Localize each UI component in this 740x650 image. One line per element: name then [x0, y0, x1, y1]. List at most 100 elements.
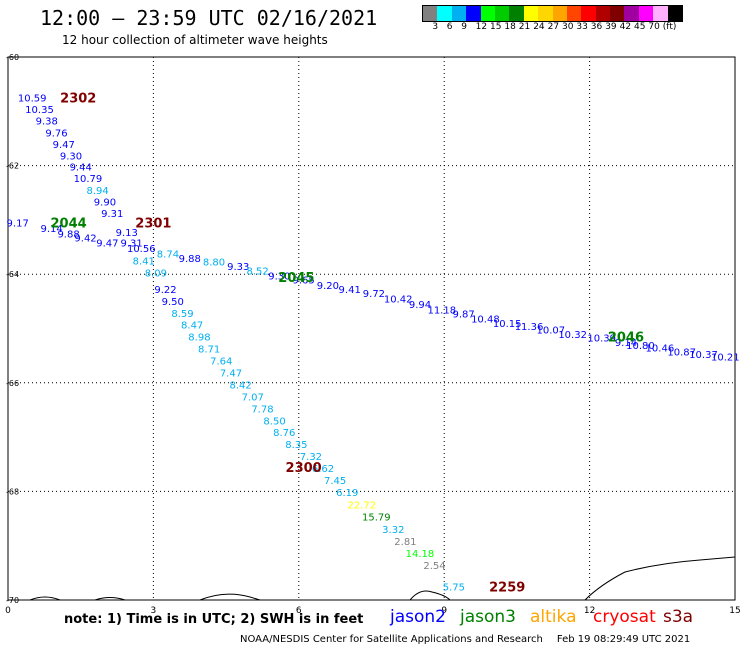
color-scale-label: 3: [432, 22, 439, 32]
y-tick-label: -68: [6, 487, 19, 496]
wave-height-label: 10.48: [471, 315, 500, 326]
map-title: 12:00 – 23:59 UTC 02/16/2021: [40, 6, 378, 30]
wave-height-label: 8.35: [285, 440, 307, 451]
wave-height-label: 8.41: [133, 257, 155, 268]
color-swatch: [423, 6, 438, 21]
color-scale-label: 18: [504, 22, 516, 32]
map-subtitle: 12 hour collection of altimeter wave hei…: [62, 33, 328, 47]
wave-height-label: 7.07: [242, 392, 264, 403]
wave-height-label: 11.36: [515, 322, 544, 333]
wave-height-label: 9.65: [293, 276, 315, 287]
footer-note: note: 1) Time is in UTC; 2) SWH is in fe…: [64, 612, 364, 627]
wave-height-label: 8.52: [246, 266, 268, 277]
color-scale-label: 21: [518, 22, 531, 32]
wave-height-label: 9.44: [70, 163, 92, 174]
wave-height-label: 2.81: [394, 537, 416, 548]
pass-id-label: 2045: [278, 271, 314, 286]
wave-height-label: 9.87: [452, 309, 474, 320]
color-scale-label: 30: [562, 22, 574, 32]
pass-id-label: 2046: [608, 331, 644, 346]
color-swatch: [667, 6, 683, 21]
legend-jason2: jason2: [390, 607, 446, 627]
wave-height-label: 9.72: [363, 289, 385, 300]
wave-height-label: 9.88: [179, 254, 201, 265]
color-scale-label: 15: [490, 22, 502, 32]
color-swatch: [451, 6, 467, 21]
color-swatch: [480, 6, 495, 21]
x-tick-label: 12: [584, 606, 595, 616]
wave-height-label: 9.47: [53, 140, 75, 151]
wave-height-label: 6.19: [336, 488, 358, 499]
wave-height-label: 22.72: [347, 500, 376, 511]
color-scale-label: 27: [547, 22, 560, 32]
pass-id-label: 2302: [60, 92, 96, 107]
wave-height-label: 9.38: [36, 117, 58, 128]
wave-height-label: 8.76: [273, 428, 295, 439]
wave-height-label: 8.98: [188, 333, 210, 344]
wave-height-label: 8.47: [181, 321, 203, 332]
color-swatch: [566, 6, 582, 21]
wave-height-label: 7.45: [324, 476, 346, 487]
wave-height-label: 9.17: [7, 219, 29, 230]
wave-height-label: 9.90: [94, 197, 116, 208]
color-swatch: [610, 6, 625, 21]
wave-height-label: 8.50: [263, 416, 285, 427]
y-tick-label: -66: [6, 379, 19, 388]
color-scale-bar: [422, 5, 684, 22]
color-scale-label: 39: [605, 22, 617, 32]
x-tick-label: 0: [5, 606, 11, 616]
wave-height-label: 10.59: [18, 94, 47, 105]
wave-height-label: 10.80: [626, 341, 655, 352]
wave-height-label: 10.15: [493, 319, 522, 330]
generated-timestamp: Feb 19 08:29:49 UTC 2021: [556, 634, 691, 645]
wave-height-label: 7.78: [251, 404, 273, 415]
color-scale-label: 24: [533, 22, 545, 32]
wave-height-label: 9.76: [45, 128, 67, 139]
wave-height-label: 10.21: [711, 353, 740, 364]
wave-height-label: 10.46: [646, 344, 675, 355]
x-tick-label: 6: [296, 606, 302, 616]
y-tick-label: -62: [6, 162, 19, 171]
color-scale-label: 42: [619, 22, 632, 32]
color-swatch: [494, 6, 510, 21]
color-swatch: [538, 6, 553, 21]
wave-height-label: 9.14: [615, 338, 637, 349]
legend-s3a: s3a: [663, 607, 694, 627]
wave-height-label: 9.22: [154, 285, 176, 296]
x-tick-label: 9: [441, 606, 447, 616]
credit-line: NOAA/NESDIS Center for Satellite Applica…: [240, 634, 690, 645]
wave-height-label: 10.87: [667, 347, 696, 358]
y-tick-label: -64: [6, 270, 19, 279]
color-swatch: [509, 6, 524, 21]
wave-height-label: 7.32: [300, 452, 322, 463]
color-swatch: [624, 6, 639, 21]
wave-height-label: 10.07: [537, 326, 566, 337]
wave-height-label: 9.47: [96, 239, 118, 250]
wave-height-label: 8.09: [145, 269, 167, 280]
wave-height-label: 10.79: [74, 174, 103, 185]
wave-height-label: 9.13: [116, 228, 138, 239]
wave-height-label: 8.42: [230, 380, 252, 391]
wave-height-label: 9.14: [40, 224, 62, 235]
wave-height-label: 9.20: [317, 281, 339, 292]
color-scale-label: 6: [446, 22, 453, 32]
pass-id-label: 2044: [50, 217, 86, 232]
color-swatch: [523, 6, 539, 21]
pass-id-label: 2259: [489, 580, 525, 595]
wave-height-label: 8.74: [157, 250, 179, 261]
wave-height-label: 9.30: [268, 271, 290, 282]
wave-height-label: 10.32: [558, 330, 587, 341]
wave-height-label: 8.94: [87, 186, 109, 197]
wave-height-label: 8.71: [198, 345, 220, 356]
wave-height-label: 9.88: [57, 229, 79, 240]
legend-cryosat: cryosat: [593, 607, 656, 627]
wave-height-label: 7.47: [220, 368, 242, 379]
x-tick-label: 15: [729, 606, 740, 616]
wave-height-label: 9.30: [60, 151, 82, 162]
wave-height-label: 9.42: [74, 233, 96, 244]
wave-height-label: 5.75: [443, 582, 465, 593]
y-tick-label: -70: [6, 596, 19, 605]
color-swatch: [466, 6, 481, 21]
color-scale-label: 33: [576, 22, 588, 32]
